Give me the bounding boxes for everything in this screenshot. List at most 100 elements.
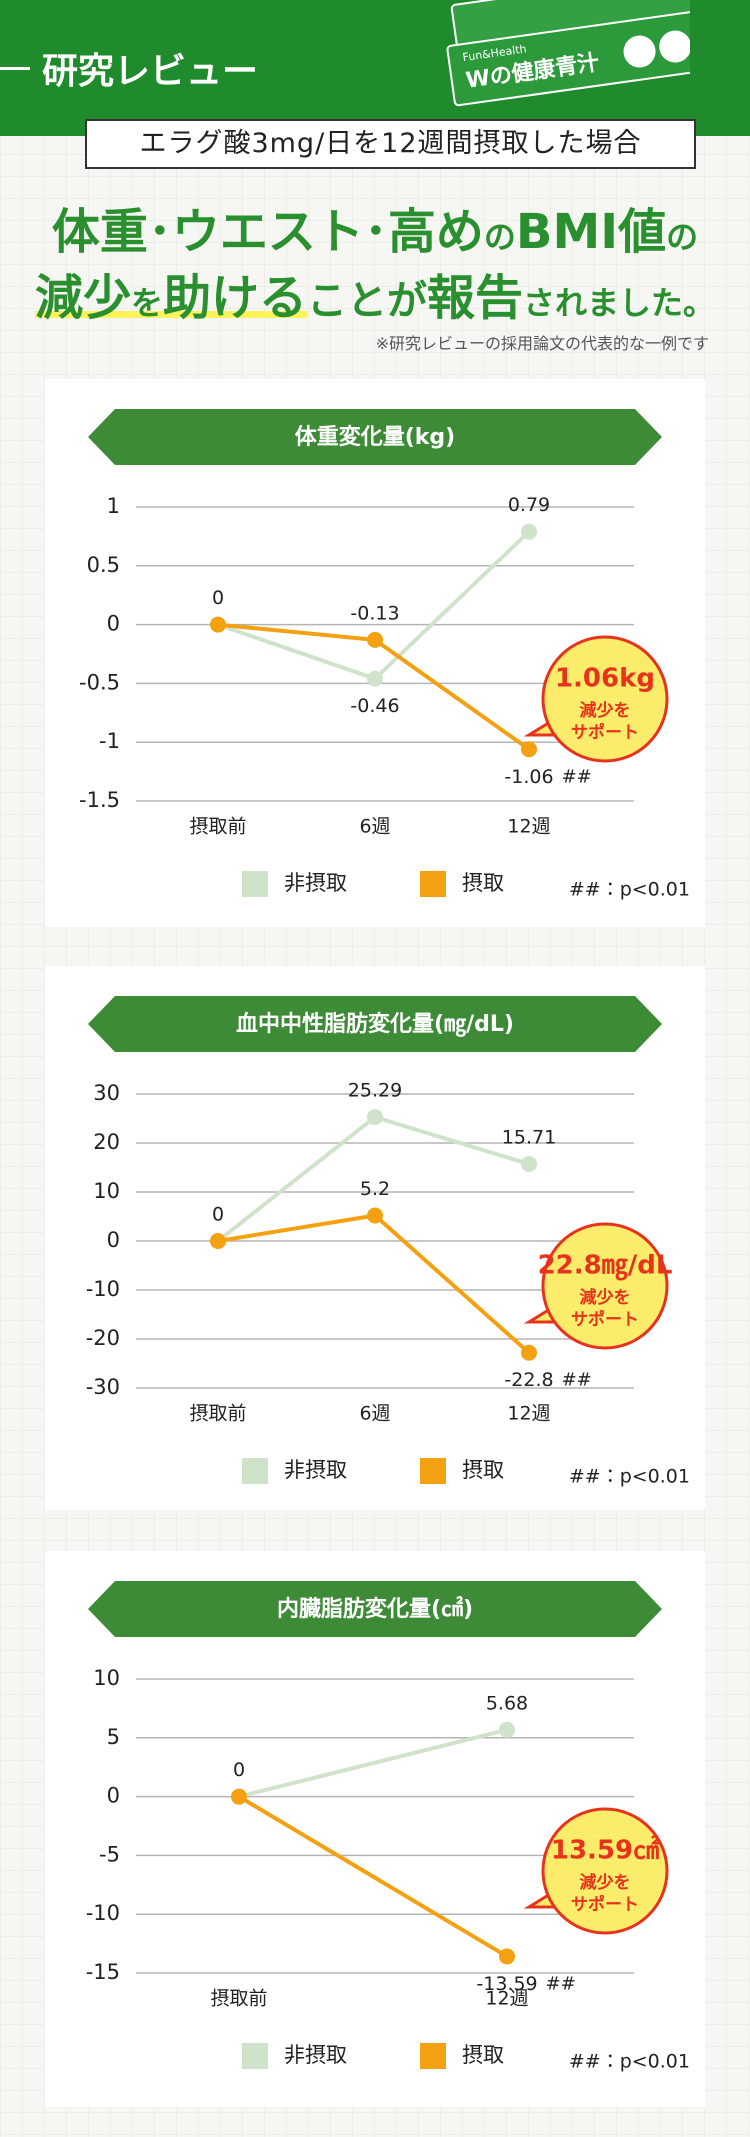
x-tick-label: 12週 xyxy=(485,1988,528,2010)
y-tick-label: -1 xyxy=(99,729,120,753)
badge-text: 減少を xyxy=(580,1872,631,1893)
legend-label: 非摂取 xyxy=(284,2043,347,2067)
x-tick-label: 6週 xyxy=(359,1403,390,1425)
badge-amount: 13.59㎠ xyxy=(551,1835,659,1866)
sig-mark: ## xyxy=(562,766,592,787)
sig-mark: ## xyxy=(546,1973,576,1994)
y-tick-label: 10 xyxy=(93,1666,120,1690)
data-point xyxy=(367,1207,383,1224)
y-tick-label: -10 xyxy=(86,1901,120,1925)
data-label: 25.29 xyxy=(348,1080,402,1102)
sig-note: ##：p<0.01 xyxy=(569,879,690,901)
title-banner xyxy=(88,409,662,465)
legend-label: 摂取 xyxy=(462,871,504,895)
data-point xyxy=(367,1109,383,1126)
x-tick-label: 12週 xyxy=(507,816,550,838)
headline-text: ことが xyxy=(307,278,427,324)
data-label: 5.2 xyxy=(360,1178,390,1200)
headline-text: の xyxy=(666,218,699,256)
data-label: -22.8 xyxy=(504,1369,553,1391)
y-tick-label: 0 xyxy=(107,1228,120,1252)
series-line xyxy=(238,1727,508,1799)
note: ※研究レビューの採用論文の代表的な一例です xyxy=(375,334,709,353)
title-banner xyxy=(88,1581,662,1637)
data-label: -0.46 xyxy=(350,695,399,717)
legend-label: 摂取 xyxy=(462,1458,504,1482)
subtitle-box: エラグ酸3mg/日を12週間摂取した場合 xyxy=(85,119,696,169)
headline-text: 減少 xyxy=(34,270,131,326)
data-point xyxy=(231,1788,247,1805)
y-tick-label: -30 xyxy=(86,1375,120,1399)
badge-text: サポート xyxy=(571,1309,639,1330)
data-label: -1.06 xyxy=(504,766,553,788)
headline-text: されました。 xyxy=(523,284,716,322)
sig-note: ##：p<0.01 xyxy=(569,1466,690,1488)
y-tick-label: -0.5 xyxy=(79,670,120,694)
y-tick-label: 20 xyxy=(93,1130,120,1154)
y-tick-label: -1.5 xyxy=(79,788,120,812)
badge-text: 減少を xyxy=(580,1287,631,1308)
headline-text: 助ける xyxy=(162,270,307,326)
data-label: 0 xyxy=(233,1759,245,1781)
y-tick-label: -10 xyxy=(86,1277,120,1301)
badge-text: 減少を xyxy=(580,700,631,721)
y-tick-label: -20 xyxy=(86,1326,120,1350)
badge-amount: 22.8㎎/dL xyxy=(538,1251,673,1282)
data-point xyxy=(367,631,383,648)
data-point xyxy=(367,670,383,687)
badge xyxy=(541,1807,669,1935)
y-tick-label: 0.5 xyxy=(87,553,120,577)
x-tick-label: 12週 xyxy=(507,1403,550,1425)
y-tick-label: 30 xyxy=(93,1081,120,1105)
x-tick-label: 摂取前 xyxy=(189,1403,246,1425)
title-banner xyxy=(88,996,662,1052)
data-label: 0 xyxy=(212,587,224,609)
headline-text: 体重･ウエスト･高め xyxy=(51,204,484,260)
headline-text: 報告 xyxy=(427,270,524,326)
data-point xyxy=(499,1948,515,1965)
legend-swatch xyxy=(420,871,446,897)
y-tick-label: 5 xyxy=(107,1725,120,1749)
section-title: 研究レビュー xyxy=(0,42,258,94)
legend-label: 非摂取 xyxy=(284,1458,347,1482)
chart-title: 体重変化量(kg) xyxy=(295,425,456,450)
badge-text: サポート xyxy=(571,1894,639,1915)
chart-title: 血中中性脂肪変化量(㎎/dL) xyxy=(236,1011,514,1038)
legend-swatch xyxy=(242,1458,268,1484)
sig-note: ##：p<0.01 xyxy=(569,2051,690,2073)
headline-text: BMI値 xyxy=(515,204,667,260)
y-tick-label: -15 xyxy=(86,1960,120,1984)
badge xyxy=(541,1222,669,1350)
legend-label: 摂取 xyxy=(462,2043,504,2067)
legend-label: 非摂取 xyxy=(284,871,347,895)
headline-text: の xyxy=(483,218,516,256)
data-point xyxy=(521,741,537,758)
y-tick-label: 10 xyxy=(93,1179,120,1203)
legend-swatch xyxy=(420,2043,446,2069)
data-label: 0.79 xyxy=(508,494,550,516)
legend-swatch xyxy=(242,2043,268,2069)
chart-title: 内臓脂肪変化量(㎠) xyxy=(277,1596,473,1622)
series-line xyxy=(237,1794,509,1959)
data-label: -0.13 xyxy=(350,602,399,624)
data-point xyxy=(521,523,537,540)
y-tick-label: 0 xyxy=(107,1784,120,1808)
y-tick-label: 1 xyxy=(107,494,120,518)
data-point xyxy=(210,1233,226,1249)
sig-mark: ## xyxy=(562,1370,592,1391)
data-label: 0 xyxy=(212,1204,224,1226)
legend-swatch xyxy=(242,871,268,897)
title-text: 研究レビュー xyxy=(42,51,259,92)
y-tick-label: -5 xyxy=(99,1842,120,1866)
data-point xyxy=(499,1721,515,1738)
x-tick-label: 摂取前 xyxy=(189,816,246,838)
badge xyxy=(541,635,669,763)
badge-amount: 1.06kg xyxy=(555,664,655,694)
headline-1: 体重･ウエスト･高めのBMI値の xyxy=(0,192,750,262)
headline-2: 減少を助けることが報告されました。 xyxy=(0,258,750,328)
data-label: -13.59 xyxy=(476,1973,537,1995)
data-point xyxy=(521,1344,537,1361)
headline-text: を xyxy=(130,284,163,322)
